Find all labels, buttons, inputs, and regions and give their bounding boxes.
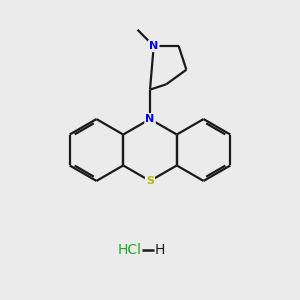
Text: H: H	[155, 243, 166, 257]
Text: N: N	[149, 41, 158, 51]
Text: S: S	[146, 176, 154, 186]
Text: HCl: HCl	[117, 243, 141, 257]
Text: N: N	[146, 114, 154, 124]
